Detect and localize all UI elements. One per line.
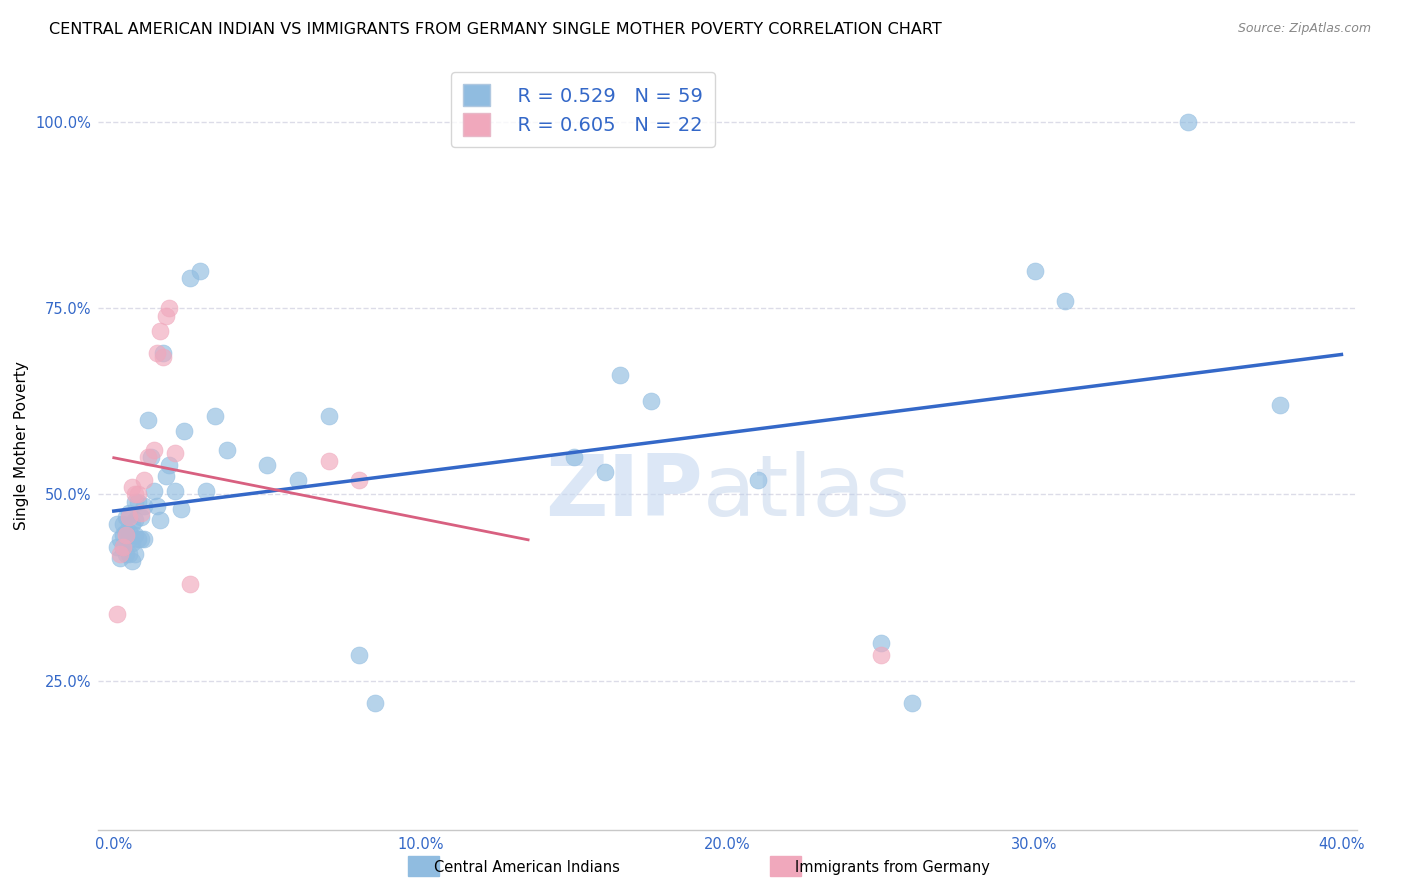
Point (747, 473, 769, 487)
Point (179, 576, 201, 591)
Point (118, 547, 141, 561)
Point (204, 409, 226, 424)
Point (145, 499, 167, 513)
Point (108, 550, 131, 565)
Point (1024, 264, 1046, 278)
Point (165, 446, 187, 460)
Point (145, 346, 167, 360)
Point (124, 495, 146, 509)
Point (115, 524, 138, 539)
Point (118, 506, 141, 520)
Point (142, 483, 165, 498)
Point (152, 350, 174, 364)
Point (363, 696, 385, 710)
Point (287, 473, 309, 487)
Point (1054, 293, 1077, 308)
Point (131, 532, 153, 546)
Text: CENTRAL AMERICAN INDIAN VS IMMIGRANTS FROM GERMANY SINGLE MOTHER POVERTY CORRELA: CENTRAL AMERICAN INDIAN VS IMMIGRANTS FR… (49, 22, 942, 37)
Point (105, 607, 128, 621)
Y-axis label: Single Mother Poverty: Single Mother Poverty (14, 361, 28, 531)
Point (105, 540, 128, 554)
Point (131, 506, 153, 520)
Point (609, 368, 631, 383)
Point (121, 554, 143, 568)
Point (105, 517, 128, 532)
Point (562, 450, 585, 465)
Point (124, 528, 146, 542)
Point (127, 487, 149, 501)
Point (118, 509, 141, 524)
Point (134, 499, 156, 513)
Point (131, 509, 153, 524)
Point (318, 409, 340, 424)
Point (124, 547, 146, 561)
Text: Central American Indians: Central American Indians (434, 860, 620, 874)
Point (118, 532, 141, 546)
Point (900, 696, 922, 710)
Point (157, 458, 180, 472)
Point (134, 473, 156, 487)
Point (194, 483, 217, 498)
Point (136, 450, 159, 465)
Point (124, 487, 146, 501)
Point (170, 502, 193, 516)
Point (115, 509, 138, 524)
Point (142, 442, 165, 457)
Point (217, 442, 239, 457)
Point (593, 465, 616, 479)
Text: ZIP: ZIP (544, 450, 703, 533)
Point (188, 264, 211, 278)
Point (111, 540, 134, 554)
Point (111, 528, 134, 542)
Point (118, 524, 141, 539)
Point (179, 271, 201, 285)
Point (157, 301, 180, 316)
Point (108, 547, 131, 561)
Point (173, 424, 195, 438)
Text: Source: ZipAtlas.com: Source: ZipAtlas.com (1237, 22, 1371, 36)
Point (127, 532, 149, 546)
Point (111, 517, 134, 532)
Point (155, 468, 177, 483)
Point (121, 480, 143, 494)
Point (1268, 398, 1291, 412)
Point (318, 454, 340, 468)
Point (108, 532, 131, 546)
Point (111, 540, 134, 554)
Point (139, 450, 162, 465)
Point (115, 528, 138, 542)
Point (149, 513, 172, 527)
Point (124, 513, 146, 527)
Point (149, 324, 172, 338)
Point (640, 394, 662, 409)
Point (121, 536, 143, 550)
Point (870, 648, 893, 662)
Point (165, 483, 187, 498)
Point (256, 458, 278, 472)
Text: atlas: atlas (703, 450, 911, 533)
Point (870, 636, 893, 650)
Legend:   R = 0.529   N = 59,   R = 0.605   N = 22: R = 0.529 N = 59, R = 0.605 N = 22 (451, 72, 714, 147)
Point (349, 473, 371, 487)
Point (1177, 115, 1199, 129)
Point (115, 547, 138, 561)
Point (127, 495, 149, 509)
Point (155, 309, 177, 323)
Point (121, 517, 143, 532)
Point (152, 346, 174, 360)
Text: Immigrants from Germany: Immigrants from Germany (796, 860, 990, 874)
Point (134, 532, 156, 546)
Point (349, 648, 371, 662)
Point (136, 413, 159, 427)
